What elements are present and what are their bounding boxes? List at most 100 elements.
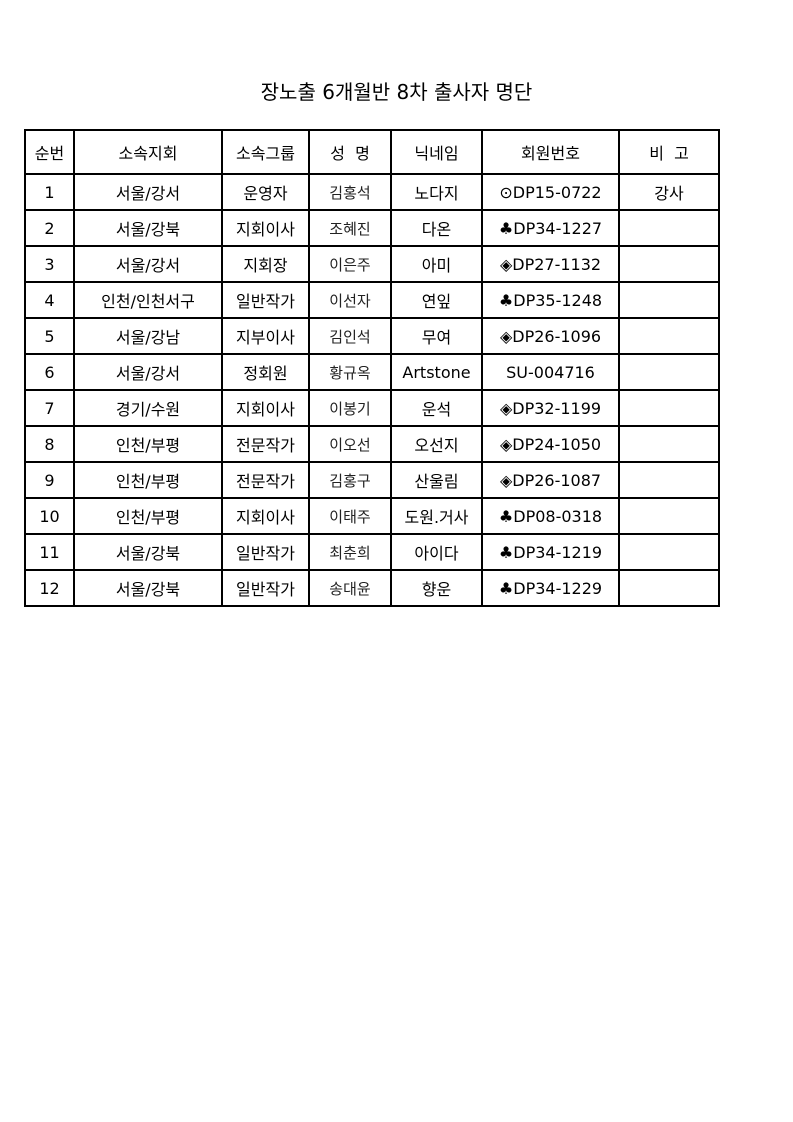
cell-remarks xyxy=(618,461,720,499)
cell-name: 최춘희 xyxy=(308,533,392,571)
cell-group: 지회이사 xyxy=(221,497,310,535)
cell-nickname: 노다지 xyxy=(390,173,483,211)
cell-group: 지부이사 xyxy=(221,317,310,355)
cell-group: 일반작가 xyxy=(221,569,310,607)
cell-nickname: 운석 xyxy=(390,389,483,427)
cell-name: 이태주 xyxy=(308,497,392,535)
cell-member-id: SU-004716 xyxy=(481,353,620,391)
cell-group: 일반작가 xyxy=(221,533,310,571)
table-row: 10 인천/부평 지회이사 이태주 도원.거사 ♣DP08-0318 xyxy=(24,497,720,535)
cell-remarks: 강사 xyxy=(618,173,720,211)
cell-nickname: 다온 xyxy=(390,209,483,247)
cell-name: 김홍구 xyxy=(308,461,392,499)
header-member-id: 회원번호 xyxy=(481,129,620,175)
cell-number: 3 xyxy=(24,245,75,283)
cell-name: 이오선 xyxy=(308,425,392,463)
cell-branch: 서울/강서 xyxy=(73,353,223,391)
cell-branch: 인천/부평 xyxy=(73,461,223,499)
cell-member-id: ◈DP26-1087 xyxy=(481,461,620,499)
cell-remarks xyxy=(618,389,720,427)
header-row: 순번 소속지회 소속그룹 성 명 닉네임 회원번호 비 고 xyxy=(24,129,720,175)
cell-branch: 인천/부평 xyxy=(73,425,223,463)
cell-nickname: 아미 xyxy=(390,245,483,283)
header-branch: 소속지회 xyxy=(73,129,223,175)
cell-nickname: 연잎 xyxy=(390,281,483,319)
cell-member-id: ♣DP08-0318 xyxy=(481,497,620,535)
cell-name: 이은주 xyxy=(308,245,392,283)
cell-number: 6 xyxy=(24,353,75,391)
table-row: 6 서울/강서 정회원 황규옥 Artstone SU-004716 xyxy=(24,353,720,391)
cell-group: 지회이사 xyxy=(221,389,310,427)
cell-number: 1 xyxy=(24,173,75,211)
cell-number: 8 xyxy=(24,425,75,463)
header-remarks: 비 고 xyxy=(618,129,720,175)
cell-member-id: ◈DP32-1199 xyxy=(481,389,620,427)
cell-remarks xyxy=(618,569,720,607)
table-row: 2 서울/강북 지회이사 조혜진 다온 ♣DP34-1227 xyxy=(24,209,720,247)
cell-branch: 서울/강서 xyxy=(73,173,223,211)
cell-group: 일반작가 xyxy=(221,281,310,319)
cell-member-id: ⊙DP15-0722 xyxy=(481,173,620,211)
table-row: 12 서울/강북 일반작가 송대윤 향운 ♣DP34-1229 xyxy=(24,569,720,607)
cell-nickname: 오선지 xyxy=(390,425,483,463)
cell-group: 전문작가 xyxy=(221,461,310,499)
cell-member-id: ♣DP34-1219 xyxy=(481,533,620,571)
cell-number: 4 xyxy=(24,281,75,319)
cell-branch: 서울/강북 xyxy=(73,209,223,247)
cell-number: 12 xyxy=(24,569,75,607)
header-name: 성 명 xyxy=(308,129,392,175)
cell-branch: 인천/인천서구 xyxy=(73,281,223,319)
table-row: 5 서울/강남 지부이사 김인석 무여 ◈DP26-1096 xyxy=(24,317,720,355)
header-group: 소속그룹 xyxy=(221,129,310,175)
cell-group: 전문작가 xyxy=(221,425,310,463)
cell-nickname: Artstone xyxy=(390,353,483,391)
cell-nickname: 도원.거사 xyxy=(390,497,483,535)
cell-remarks xyxy=(618,353,720,391)
cell-number: 10 xyxy=(24,497,75,535)
table-row: 4 인천/인천서구 일반작가 이선자 연잎 ♣DP35-1248 xyxy=(24,281,720,319)
cell-number: 5 xyxy=(24,317,75,355)
cell-number: 9 xyxy=(24,461,75,499)
cell-name: 송대윤 xyxy=(308,569,392,607)
header-number: 순번 xyxy=(24,129,75,175)
cell-member-id: ♣DP35-1248 xyxy=(481,281,620,319)
cell-remarks xyxy=(618,281,720,319)
table-row: 1 서울/강서 운영자 김홍석 노다지 ⊙DP15-0722 강사 xyxy=(24,173,720,211)
cell-remarks xyxy=(618,317,720,355)
cell-group: 정회원 xyxy=(221,353,310,391)
cell-nickname: 향운 xyxy=(390,569,483,607)
cell-branch: 인천/부평 xyxy=(73,497,223,535)
cell-nickname: 아이다 xyxy=(390,533,483,571)
cell-group: 지회장 xyxy=(221,245,310,283)
cell-remarks xyxy=(618,533,720,571)
attendee-table: 순번 소속지회 소속그룹 성 명 닉네임 회원번호 비 고 1 서울/강서 운영자 김… xyxy=(24,129,720,607)
cell-name: 김홍석 xyxy=(308,173,392,211)
cell-name: 이선자 xyxy=(308,281,392,319)
cell-branch: 서울/강북 xyxy=(73,569,223,607)
cell-branch: 서울/강북 xyxy=(73,533,223,571)
cell-group: 지회이사 xyxy=(221,209,310,247)
table-row: 7 경기/수원 지회이사 이봉기 운석 ◈DP32-1199 xyxy=(24,389,720,427)
table-row: 11 서울/강북 일반작가 최춘희 아이다 ♣DP34-1219 xyxy=(24,533,720,571)
cell-nickname: 산울림 xyxy=(390,461,483,499)
cell-member-id: ◈DP26-1096 xyxy=(481,317,620,355)
cell-remarks xyxy=(618,497,720,535)
header-nickname: 닉네임 xyxy=(390,129,483,175)
cell-name: 이봉기 xyxy=(308,389,392,427)
cell-branch: 서울/강서 xyxy=(73,245,223,283)
cell-member-id: ◈DP24-1050 xyxy=(481,425,620,463)
cell-remarks xyxy=(618,245,720,283)
cell-remarks xyxy=(618,425,720,463)
cell-remarks xyxy=(618,209,720,247)
cell-member-id: ♣DP34-1227 xyxy=(481,209,620,247)
cell-branch: 경기/수원 xyxy=(73,389,223,427)
cell-member-id: ♣DP34-1229 xyxy=(481,569,620,607)
cell-number: 2 xyxy=(24,209,75,247)
cell-name: 황규옥 xyxy=(308,353,392,391)
cell-branch: 서울/강남 xyxy=(73,317,223,355)
cell-group: 운영자 xyxy=(221,173,310,211)
table-row: 3 서울/강서 지회장 이은주 아미 ◈DP27-1132 xyxy=(24,245,720,283)
cell-name: 조혜진 xyxy=(308,209,392,247)
table-row: 9 인천/부평 전문작가 김홍구 산울림 ◈DP26-1087 xyxy=(24,461,720,499)
cell-number: 11 xyxy=(24,533,75,571)
